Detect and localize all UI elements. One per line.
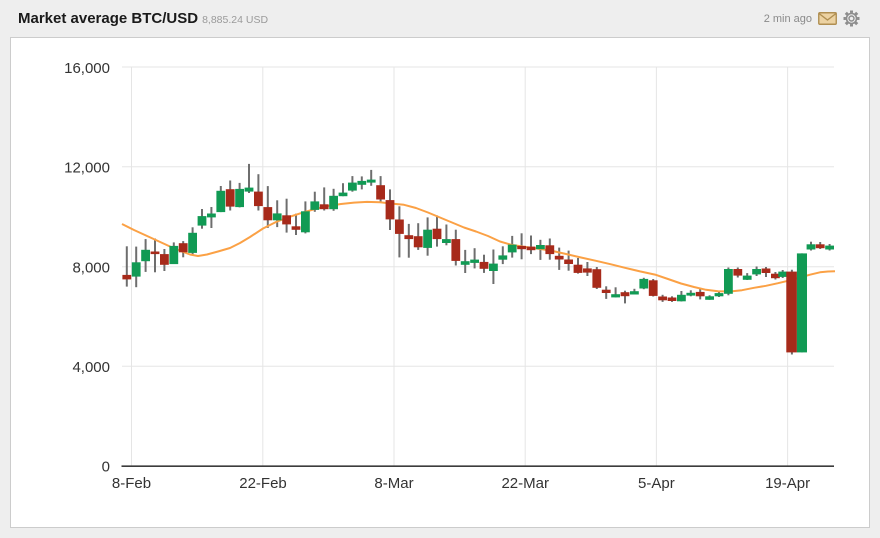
svg-text:22-Feb: 22-Feb	[239, 475, 287, 492]
svg-text:8,000: 8,000	[72, 260, 110, 277]
svg-text:5-Apr: 5-Apr	[638, 475, 675, 492]
svg-text:4,000: 4,000	[72, 359, 110, 376]
svg-text:22-Mar: 22-Mar	[501, 475, 549, 492]
svg-text:8-Mar: 8-Mar	[374, 475, 413, 492]
svg-text:0: 0	[102, 459, 110, 476]
svg-text:16,000: 16,000	[64, 60, 110, 77]
svg-text:8-Feb: 8-Feb	[112, 475, 151, 492]
svg-text:12,000: 12,000	[64, 160, 110, 177]
svg-text:19-Apr: 19-Apr	[765, 475, 810, 492]
